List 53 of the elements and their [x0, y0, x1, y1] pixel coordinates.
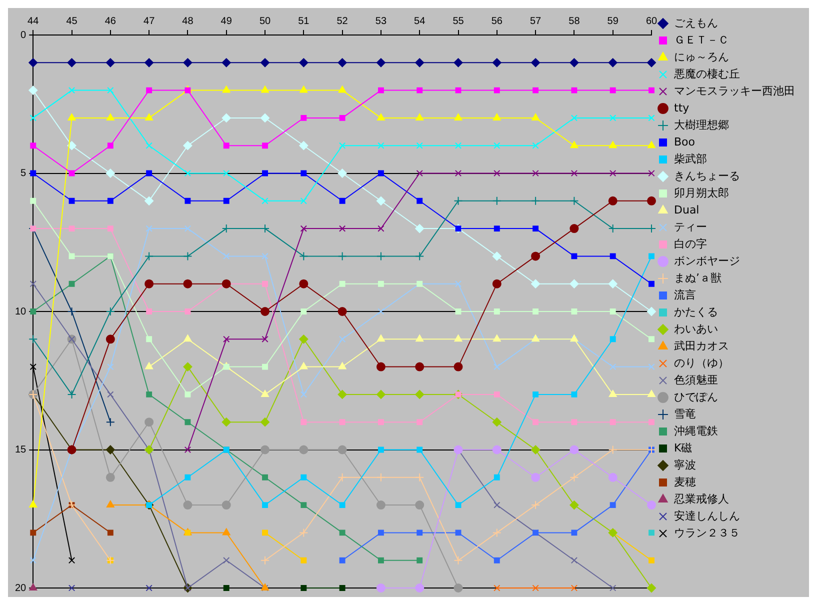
legend-label: 大樹理想郷 [674, 118, 729, 132]
y-tick-label: 15 [15, 444, 27, 456]
legend-label: Dual [674, 203, 700, 216]
x-tick-label: 59 [607, 16, 619, 27]
legend-label: ティー [674, 220, 707, 234]
x-tick-label: 51 [298, 16, 310, 27]
legend-label: 忍業戒修人 [673, 492, 729, 506]
x-tick-label: 47 [144, 16, 156, 27]
legend-label: かたくる [674, 305, 718, 318]
legend-label: まぬ’ａ獣 [674, 271, 722, 284]
legend-label: 雪竜 [674, 407, 696, 420]
x-tick-label: 54 [414, 16, 426, 27]
y-tick-label: 0 [20, 30, 27, 41]
x-tick-label: 56 [491, 16, 503, 27]
x-tick-label: 58 [568, 16, 580, 27]
legend-label: 白の字 [674, 237, 707, 250]
legend-label: ＧＥＴ－Ｃ [674, 33, 729, 46]
x-tick-label: 49 [220, 16, 232, 27]
x-tick-label: 46 [104, 16, 116, 27]
legend-label: K磁 [674, 441, 692, 454]
legend-label: ひでぽん [674, 390, 718, 404]
x-tick-label: 53 [375, 16, 387, 27]
legend-label: 麦穂 [674, 475, 696, 488]
legend-label: ウラン２３５ [674, 526, 740, 540]
legend-label: 卯月朔太郎 [674, 186, 729, 200]
legend-label: tty [674, 101, 690, 114]
y-tick-label: 20 [15, 582, 27, 594]
x-tick-label: 60 [646, 16, 658, 27]
legend-label: ボンボヤージ [674, 254, 740, 268]
x-tick-label: 44 [28, 16, 40, 27]
legend-label: 柴武部 [674, 152, 707, 166]
x-tick-label: 45 [66, 16, 78, 27]
legend-label: きんちょーる [674, 169, 740, 182]
legend-label: ごえもん [674, 16, 718, 30]
x-tick-label: 52 [336, 16, 348, 27]
y-tick-label: 10 [15, 306, 27, 318]
legend-label: わいあい [674, 322, 718, 336]
legend-label: 寧波 [674, 458, 696, 472]
x-tick-label: 50 [259, 16, 272, 27]
legend-label: のり（ゆ） [674, 356, 729, 370]
legend-label: 安達しんしん [674, 509, 740, 522]
legend-label: Boo [674, 135, 696, 148]
legend-label: にゅ～ろん [674, 50, 729, 64]
legend-label: 流言 [674, 288, 696, 302]
x-tick-label: 55 [452, 16, 464, 27]
legend-label: 武田カオス [674, 339, 729, 352]
x-tick-label: 48 [182, 16, 194, 27]
y-tick-label: 5 [20, 168, 27, 179]
legend-label: マンモスラッキー西池田 [674, 84, 795, 98]
legend-label: 色須魅亜 [674, 373, 718, 386]
legend-label: 沖縄電鉄 [674, 424, 718, 438]
x-tick-label: 57 [530, 16, 542, 27]
legend-label: 悪魔の棲む丘 [673, 67, 740, 80]
